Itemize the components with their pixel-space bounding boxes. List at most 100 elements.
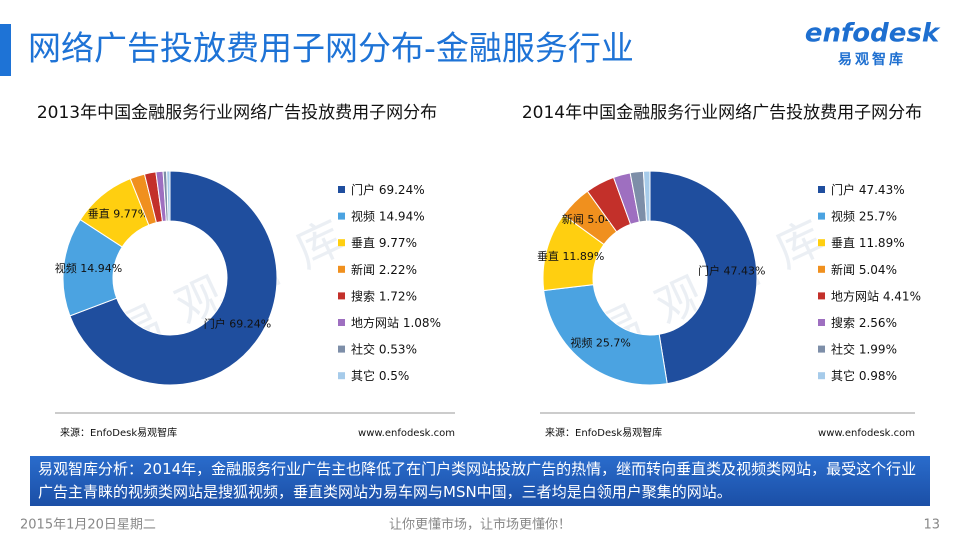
legend-value: 5.04% (859, 262, 897, 276)
chart-title: 2014年中国金融服务行业网络广告投放费用子网分布 (522, 103, 922, 123)
source: 来源：EnfoDesk易观智库 (60, 426, 177, 439)
legend-entry: 新闻 5.04% (831, 261, 897, 276)
legend-swatch (818, 292, 825, 300)
data-label-value: 47.43% (724, 264, 766, 277)
source-site: www.enfodesk.com (358, 428, 455, 439)
page-number: 13 (923, 518, 940, 533)
legend-swatch (818, 212, 825, 220)
legend-category: 社交 (351, 341, 375, 356)
legend-swatch (818, 372, 825, 380)
legend-category: 视频 (351, 208, 375, 223)
legend-category: 新闻 (831, 261, 855, 276)
data-label: 门户 47.43% (698, 263, 765, 277)
legend-swatch (338, 212, 345, 220)
legend-category: 其它 (351, 368, 375, 383)
data-label: 垂直 9.77% (88, 207, 148, 221)
legend-value: 11.89% (859, 236, 905, 250)
footer-date: 2015年1月20日星期二 (20, 518, 156, 533)
legend-value: 9.77% (379, 236, 417, 250)
legend-category: 视频 (831, 208, 855, 223)
legend-category: 搜索 (351, 288, 375, 303)
data-label-category: 门户 (698, 263, 720, 277)
legend-category: 社交 (831, 341, 855, 356)
analysis-text: 易观智库分析：2014年，金融服务行业广告主也降低了在门户类网站投放广告的热情，… (38, 460, 917, 501)
legend-swatch (818, 239, 825, 247)
legend-swatch (818, 186, 825, 193)
legend-value: 0.5% (379, 369, 410, 383)
donut-slice (649, 170, 758, 385)
legend-category: 门户 (351, 182, 375, 197)
legend-entry: 垂直 11.89% (831, 236, 905, 250)
legend-value: 1.72% (379, 289, 417, 303)
source: 来源：EnfoDesk易观智库 (545, 426, 662, 439)
legend-swatch (338, 239, 345, 247)
legend-value: 4.41% (883, 289, 921, 303)
data-label: 门户 69.24% (204, 317, 271, 331)
data-label-value: 11.89% (562, 250, 604, 263)
data-label-value: 69.24% (229, 318, 271, 331)
data-label-value: 9.77% (113, 208, 148, 221)
legend-entry: 地方网站 4.41% (831, 288, 921, 303)
legend-category: 地方网站 (831, 288, 879, 303)
legend-entry: 其它 0.98% (831, 368, 897, 383)
donut-slice (69, 170, 278, 386)
data-label-category: 垂直 (537, 249, 559, 263)
legend-entry: 视频 14.94% (351, 208, 425, 223)
legend-entry: 视频 25.7% (831, 208, 897, 223)
legend-value: 0.53% (379, 342, 417, 356)
legend-category: 门户 (831, 182, 855, 197)
analysis-wrap: 易观智库分析：2014年，金融服务行业广告主也降低了在门户类网站投放广告的热情，… (38, 460, 917, 501)
legend-entry: 社交 0.53% (351, 341, 417, 356)
legend-entry: 新闻 2.22% (351, 261, 417, 276)
logo: enfodesk (805, 19, 941, 49)
donut-slice (166, 170, 171, 222)
legend-value: 2.22% (379, 262, 417, 276)
legend-category: 垂直 (831, 236, 855, 250)
legend-swatch (338, 345, 345, 353)
title-bar (0, 24, 11, 76)
legend-swatch (338, 319, 345, 326)
legend-swatch (338, 265, 345, 273)
logo-sub: 易观智库 (838, 51, 906, 68)
legend-value: 2.56% (859, 316, 897, 330)
legend-entry: 其它 0.5% (351, 368, 409, 383)
legend-entry: 地方网站 1.08% (351, 315, 441, 330)
source-site: www.enfodesk.com (818, 428, 915, 439)
data-label-category: 垂直 (88, 207, 110, 221)
data-label: 视频 14.94% (55, 261, 122, 275)
data-label-category: 新闻 (562, 212, 584, 226)
legend-value: 0.98% (859, 369, 897, 383)
data-label-value: 25.7% (596, 336, 631, 349)
legend-category: 新闻 (351, 261, 375, 276)
data-label-category: 视频 (55, 261, 77, 275)
legend-swatch (338, 292, 345, 300)
legend-entry: 门户 69.24% (351, 182, 425, 197)
legend-category: 地方网站 (351, 315, 399, 330)
legend-swatch (818, 345, 825, 353)
legend-swatch (818, 319, 825, 326)
data-label-category: 门户 (204, 317, 226, 331)
data-label: 垂直 11.89% (537, 249, 604, 263)
footer-slogan: 让你更懂市场，让市场更懂你！ (389, 517, 571, 533)
legend-value: 1.99% (859, 342, 897, 356)
legend-swatch (338, 372, 345, 380)
legend-category: 其它 (831, 368, 855, 383)
legend-category: 垂直 (351, 236, 375, 250)
legend-entry: 社交 1.99% (831, 341, 897, 356)
slide-title: 网络广告投放费用子网分布-金融服务行业 (28, 29, 634, 68)
legend-entry: 门户 47.43% (831, 182, 905, 197)
donut-slice (543, 284, 668, 386)
legend-value: 47.43% (859, 183, 905, 197)
legend-value: 14.94% (379, 209, 425, 223)
data-label: 视频 25.7% (570, 335, 630, 349)
legend-entry: 垂直 9.77% (351, 236, 417, 250)
data-label-value: 14.94% (80, 262, 122, 275)
legend-swatch (818, 265, 825, 273)
legend-category: 搜索 (831, 315, 855, 330)
analysis-box (30, 456, 930, 506)
data-label-category: 视频 (570, 335, 592, 349)
legend-entry: 搜索 1.72% (351, 288, 417, 303)
chart-title: 2013年中国金融服务行业网络广告投放费用子网分布 (37, 103, 437, 123)
